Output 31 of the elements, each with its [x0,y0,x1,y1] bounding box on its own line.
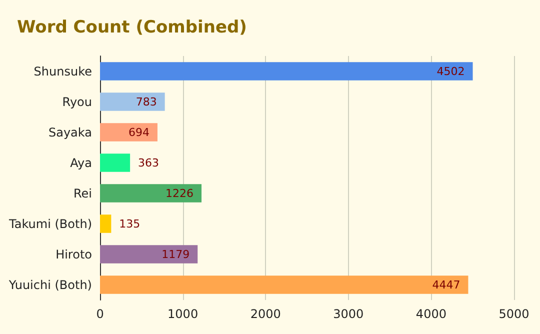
data-label: 1179 [162,248,190,261]
bar [100,62,473,80]
x-tick-label: 1000 [168,307,198,321]
bar [100,184,202,202]
y-tick-label: Shunsuke [34,64,92,78]
y-tick-label: Ryou [62,94,92,109]
bar [100,123,158,142]
data-label: 1226 [166,186,194,200]
data-label: 783 [136,95,157,108]
bar [100,276,468,294]
data-label: 135 [119,217,140,230]
bar [100,214,112,233]
x-tick-label: 0 [96,307,104,321]
data-label: 4502 [436,64,465,78]
x-tick-label: 5000 [498,307,530,321]
bar [100,154,130,172]
y-tick-label: Sayaka [48,125,92,140]
chart-title: Word Count (Combined) [17,18,247,38]
data-label: 694 [128,126,150,139]
y-tick-label: Hiroto [56,247,92,262]
x-tick-label: 4000 [416,307,446,321]
y-tick-label: Takumi (Both) [8,216,92,231]
y-tick-label: Rei [73,186,92,200]
bar [100,92,165,111]
y-tick-label: Yuuichi (Both) [8,278,92,292]
y-tick-label: Aya [70,156,92,170]
x-tick-label: 3000 [333,307,364,321]
data-label: 4447 [432,278,460,292]
x-tick-label: 2000 [250,307,281,321]
data-label: 363 [138,156,160,170]
bar [100,245,198,264]
